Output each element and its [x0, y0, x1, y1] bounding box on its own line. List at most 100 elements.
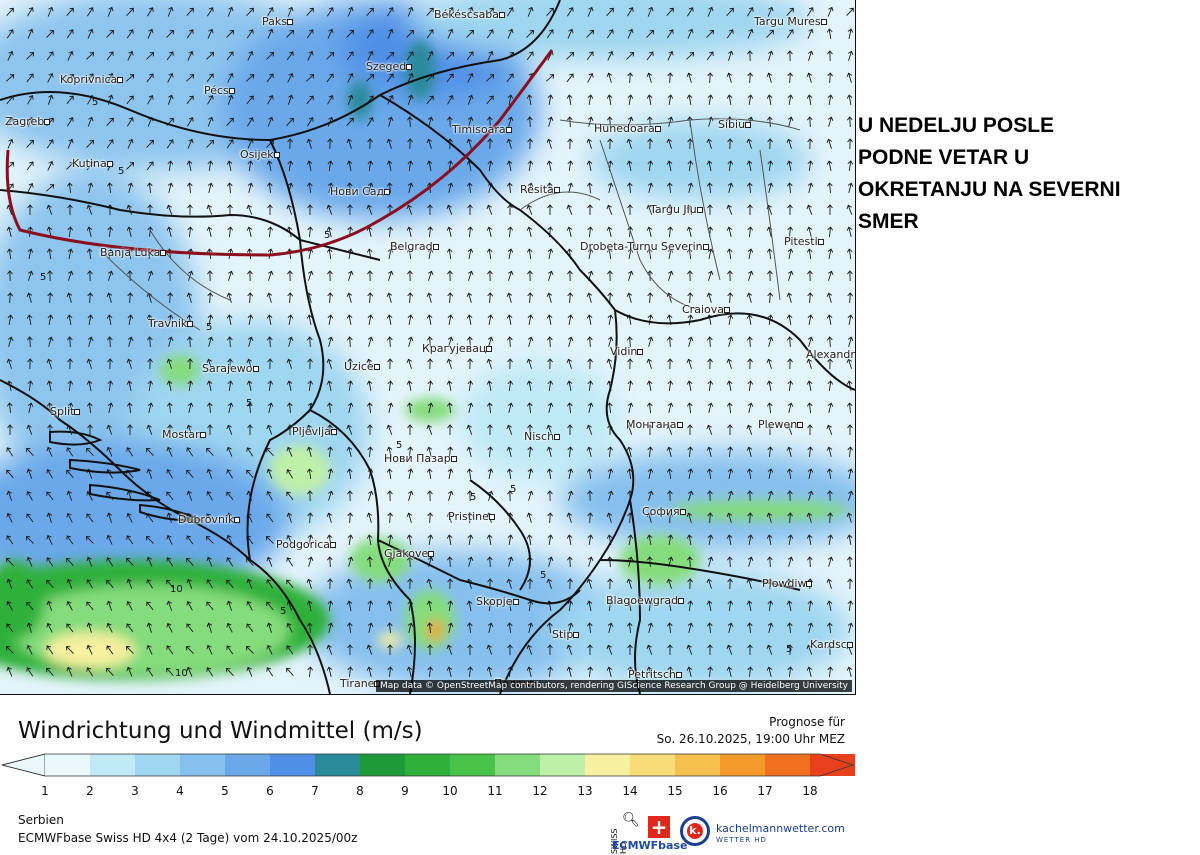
wind-arrow: [47, 72, 54, 83]
wind-arrow: [246, 29, 254, 39]
wind-arrow: [327, 95, 334, 105]
wind-arrow: [286, 534, 293, 545]
wind-arrow: [307, 556, 314, 567]
wind-arrow: [287, 160, 294, 172]
wind-arrow: [446, 73, 454, 83]
wind-arrow: [7, 314, 14, 326]
wind-arrow: [527, 292, 533, 304]
wind-arrow: [206, 226, 213, 237]
wind-arrow: [646, 666, 653, 677]
wind-arrow: [26, 314, 33, 326]
kachelmann-logo-icon[interactable]: k.: [680, 816, 710, 846]
wind-arrow: [407, 6, 414, 17]
wind-arrow: [187, 226, 194, 238]
wind-arrow: [747, 534, 754, 546]
wind-arrow: [667, 50, 674, 61]
wind-arrow: [126, 512, 133, 523]
wind-arrow: [226, 557, 234, 567]
wind-arrow: [847, 556, 853, 568]
wind-arrow: [566, 204, 573, 215]
wind-arrow: [266, 579, 273, 589]
wind-arrow: [487, 336, 494, 347]
wind-arrow: [606, 402, 613, 414]
wind-arrow: [106, 622, 113, 633]
scale-swatch: [720, 754, 765, 776]
wind-arrow: [6, 623, 14, 633]
wind-arrow: [347, 248, 354, 259]
wind-arrow: [507, 248, 514, 259]
wind-arrow: [347, 204, 353, 215]
wind-arrow: [286, 358, 292, 369]
wind-arrow: [166, 380, 173, 391]
wind-arrow: [47, 270, 53, 282]
wind-arrow: [7, 336, 14, 347]
wind-arrow: [86, 73, 94, 83]
wind-arrow: [487, 600, 494, 612]
wind-arrow: [286, 491, 294, 501]
wind-arrow: [787, 248, 794, 259]
city-marker-icon: [330, 429, 337, 435]
city-marker-icon: [702, 244, 709, 250]
wind-arrow: [306, 622, 313, 634]
city-name: Petritsch: [628, 668, 676, 681]
city-label: Resita: [520, 183, 562, 196]
wind-arrow: [26, 491, 33, 501]
wind-arrow: [726, 358, 732, 369]
wind-arrow: [687, 314, 694, 326]
kachelmann-brand[interactable]: kachelmannwetter.com: [716, 822, 845, 835]
wind-arrow: [6, 469, 14, 479]
wind-arrow: [107, 380, 114, 392]
scale-tick: 8: [356, 784, 364, 798]
wind-arrow: [447, 578, 453, 590]
wind-arrow: [166, 557, 174, 567]
scale-arrow-right: [810, 754, 853, 776]
color-scale-ticks: 1 2 3 4 5 6 7 8 9 10 11 12 13 14 15 16 17 18: [0, 784, 860, 804]
wind-arrow: [626, 600, 633, 611]
wind-arrow: [607, 50, 614, 61]
wind-arrow: [847, 116, 853, 128]
wind-arrow: [486, 402, 493, 414]
wind-arrow: [707, 490, 713, 502]
wind-arrow: [447, 95, 454, 105]
wind-arrow: [627, 248, 634, 259]
wind-arrow: [147, 28, 154, 39]
wind-arrow: [367, 160, 374, 172]
wind-arrow: [227, 402, 234, 413]
wind-arrow: [786, 160, 793, 171]
wind-arrow: [646, 512, 653, 523]
city-label: Pristine: [448, 510, 497, 523]
scale-swatch: [495, 754, 540, 776]
city-marker-icon: [450, 456, 457, 462]
city-name: Zagreb: [5, 115, 45, 128]
wind-arrow: [566, 512, 573, 523]
wind-arrow: [646, 94, 653, 106]
wind-arrow: [727, 336, 734, 347]
wind-arrow: [587, 226, 594, 238]
wind-arrow: [726, 644, 733, 655]
wind-arrow: [846, 7, 854, 17]
wind-map[interactable]: 5 5 5 5 5 5 5 5 10 10 5 5 5 5 Paks Békéscsaba Targu…: [0, 0, 856, 695]
wind-arrow: [266, 182, 273, 194]
wind-arrow: [347, 358, 353, 370]
wind-arrow: [487, 138, 493, 150]
wind-arrow: [846, 72, 853, 83]
wind-arrow: [826, 622, 833, 634]
wind-arrow: [447, 270, 453, 282]
map-credits[interactable]: Map data © OpenStreetMap contributors, r…: [376, 680, 852, 692]
wind-arrow: [487, 622, 494, 633]
wind-arrow: [647, 292, 653, 304]
wind-arrow: [487, 468, 494, 479]
wind-arrow: [106, 600, 113, 611]
wind-arrow: [666, 138, 672, 149]
wind-arrow: [26, 622, 33, 633]
wind-arrow: [546, 292, 553, 303]
wind-arrow: [747, 226, 754, 238]
wind-arrow: [287, 314, 294, 326]
wind-arrow: [146, 161, 154, 171]
svg-text:5: 5: [540, 570, 546, 581]
wind-arrow: [646, 402, 653, 414]
wind-arrow: [808, 50, 814, 61]
wind-arrow: [86, 52, 95, 60]
wind-arrow: [586, 160, 593, 171]
wind-arrow: [146, 601, 154, 611]
